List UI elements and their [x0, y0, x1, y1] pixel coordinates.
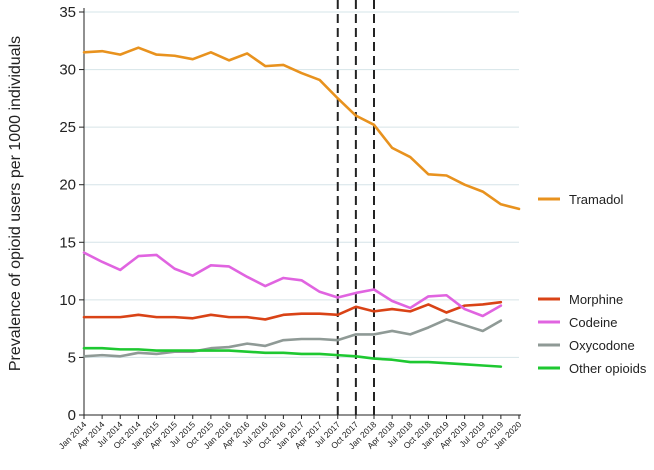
- y-tick-label: 25: [59, 119, 76, 136]
- legend-label-morphine: Morphine: [569, 292, 623, 307]
- legend: Tramadol Morphine Codeine Oxycodone Other op…: [538, 192, 647, 376]
- legend-label-codeine: Codeine: [569, 315, 617, 330]
- gridlines: [84, 11, 519, 416]
- y-tick-label: 30: [59, 62, 76, 79]
- y-tick-label: 0: [68, 407, 76, 424]
- series-line-codeine: [82, 251, 503, 318]
- series-line-oxycodone: [82, 318, 503, 358]
- series-lines: [82, 46, 521, 368]
- vertical-reference-lines: [336, 0, 375, 415]
- series-line-morphine: [82, 300, 503, 321]
- y-tick-label: 35: [59, 4, 76, 21]
- y-tick-label: 15: [59, 234, 76, 251]
- series-line-tramadol: [82, 46, 521, 211]
- y-tick-label: 20: [59, 177, 76, 194]
- y-tick-label: 10: [59, 292, 76, 309]
- legend-label-other-opioids: Other opioids: [569, 361, 647, 376]
- series-line-other-opioids: [82, 346, 503, 368]
- y-axis-title: Prevalence of opioid users per 1000 indi…: [7, 36, 24, 371]
- legend-label-tramadol: Tramadol: [569, 192, 624, 207]
- y-axis: 0 5 10 15 20 25 30 35: [59, 4, 85, 424]
- legend-label-oxycodone: Oxycodone: [569, 338, 635, 353]
- y-tick-label: 5: [68, 349, 76, 366]
